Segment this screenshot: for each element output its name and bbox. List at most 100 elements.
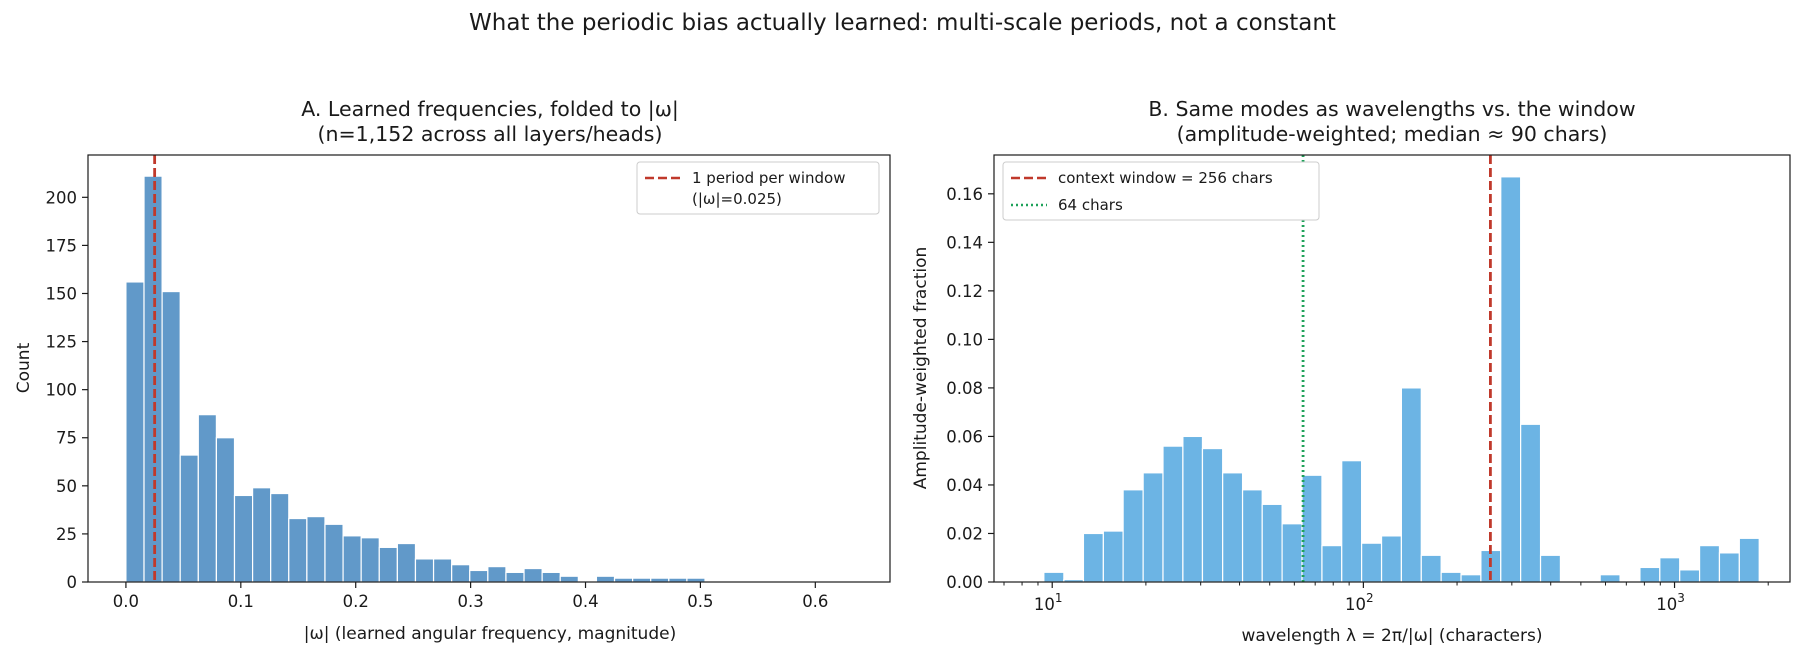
panel-b-ytick-label: 0.04 <box>946 476 983 495</box>
panel-b-bar <box>1420 554 1442 583</box>
panel-a-bar <box>324 523 344 583</box>
panel-b-bar <box>1400 387 1422 583</box>
panel-a-ylabel: Count <box>14 342 34 393</box>
panel-b-bar <box>1241 489 1263 583</box>
panel-a-bar <box>523 567 543 583</box>
panel-a-xtick-label: 0.6 <box>802 592 828 611</box>
panel-a-bar <box>143 175 163 583</box>
panel-b-bar <box>1679 569 1701 583</box>
panel-b-bar <box>1281 523 1303 583</box>
panel-b-ylabel: Amplitude-weighted fraction <box>911 247 931 490</box>
panel-b-legend-label-window: context window = 256 chars <box>1058 169 1273 187</box>
panel-b-ytick-label: 0.06 <box>946 427 983 446</box>
panel-a-bar <box>179 454 199 583</box>
panel-b-bar <box>1361 542 1383 583</box>
panel-b-xtick-label: 103 <box>1656 591 1685 614</box>
panel-a-ytick-label: 200 <box>46 188 78 207</box>
panel-b-bar <box>1380 535 1403 583</box>
panel-a-ytick-label: 100 <box>46 381 78 400</box>
panel-b-bar <box>1182 435 1204 583</box>
panel-b-subtitle: (amplitude-weighted; median ≈ 90 chars) <box>1177 122 1608 146</box>
panel-b-bar <box>1659 557 1681 583</box>
panel-b-xlabel: wavelength λ = 2π/|ω| (characters) <box>1242 626 1543 646</box>
panel-a-subtitle: (n=1,152 across all layers/heads) <box>318 122 663 146</box>
panel-a-bar <box>451 564 471 583</box>
panel-b-bar <box>1539 554 1562 583</box>
panel-a-xlabel: |ω| (learned angular frequency, magnitud… <box>304 624 676 644</box>
panel-a-frame <box>87 154 891 583</box>
panel-b-ytick-label: 0.16 <box>946 185 983 204</box>
panel-a-bar <box>360 537 380 583</box>
panel-b-axes: 101 102 103 0.00 0.02 0.04 0.06 0.08 0.10 0.12 0.1… <box>946 154 1791 614</box>
panel-a: A. Learned frequencies, folded to |ω| (n… <box>14 97 891 644</box>
panel-a-bar <box>251 487 272 583</box>
panel-b-bar <box>1520 423 1542 583</box>
panel-a-axes: 0.0 0.1 0.2 0.3 0.4 0.5 0.6 0 25 50 75 100 125 150 175… <box>46 154 891 611</box>
panel-b-bar <box>1738 537 1760 583</box>
panel-a-xtick-label: 0.2 <box>343 592 369 611</box>
panel-b-bar <box>1639 566 1661 583</box>
panel-a-xtick-label: 0.3 <box>457 592 483 611</box>
panel-b-xtick-label: 101 <box>1034 591 1063 614</box>
panel-b-ytick-label: 0.12 <box>946 282 983 301</box>
panel-b-bar <box>1142 472 1164 583</box>
panel-b-ytick-label: 0.02 <box>946 524 983 543</box>
panel-b-bar <box>1460 574 1482 583</box>
panel-a-ytick-label: 75 <box>56 429 77 448</box>
panel-b-bars <box>1043 176 1760 583</box>
panel-b-bar <box>1261 503 1283 583</box>
panel-b-bar <box>1162 445 1184 583</box>
panel-b-bar <box>1082 532 1104 583</box>
panel-b-bar <box>1301 474 1323 583</box>
panel-b-bar <box>1043 571 1065 583</box>
panel-a-legend-box <box>636 161 880 215</box>
panel-a-bar <box>559 575 579 583</box>
panel-b-bar <box>1440 571 1462 583</box>
panel-a-bar <box>197 414 218 583</box>
panel-b-bar <box>1341 460 1363 583</box>
panel-a-xtick-label: 0.5 <box>687 592 713 611</box>
panel-a-bar <box>233 494 254 583</box>
panel-a-legend: 1 period per window (|ω|=0.025) <box>636 161 880 215</box>
panel-b-bar <box>1599 574 1621 583</box>
panel-b-bar <box>1122 489 1144 583</box>
panel-a-ytick-label: 50 <box>56 477 77 496</box>
panel-b: B. Same modes as wavelengths vs. the win… <box>911 97 1791 646</box>
panel-b-ytick-label: 0.08 <box>946 379 983 398</box>
panel-b-legend: context window = 256 chars 64 chars <box>1002 161 1320 221</box>
panel-a-bar <box>469 569 489 583</box>
panel-a-bar <box>306 516 326 583</box>
panel-a-bar <box>342 535 362 583</box>
panel-a-xtick-label: 0.1 <box>228 592 254 611</box>
panel-a-ytick-label: 25 <box>56 525 77 544</box>
panel-b-frame <box>993 154 1791 583</box>
panel-b-bar <box>1102 530 1124 583</box>
panel-a-ytick-label: 0 <box>67 573 78 592</box>
panel-a-ytick-label: 150 <box>46 284 78 303</box>
panel-a-legend-label-line2: (|ω|=0.025) <box>692 190 782 208</box>
panel-b-bar <box>1222 472 1244 583</box>
panel-b-bar <box>1201 447 1224 583</box>
panel-a-xtick-label: 0.0 <box>113 592 139 611</box>
panel-a-bar <box>161 290 181 583</box>
panel-b-ytick-label: 0.10 <box>946 330 983 349</box>
panel-a-bar <box>270 492 290 583</box>
panel-a-ytick-label: 175 <box>46 236 78 255</box>
panel-a-title: A. Learned frequencies, folded to |ω| <box>301 97 679 122</box>
panel-b-ytick-label: 0.14 <box>946 233 983 252</box>
panel-a-bar <box>505 571 525 583</box>
panel-b-reference-lines <box>1301 155 1492 582</box>
panel-a-bar <box>414 558 435 583</box>
panel-b-legend-label-64: 64 chars <box>1058 196 1123 214</box>
panel-a-bar <box>487 566 507 583</box>
panel-b-title: B. Same modes as wavelengths vs. the win… <box>1148 97 1635 121</box>
panel-a-bar <box>595 575 616 583</box>
panel-b-bar <box>1321 545 1343 583</box>
panel-b-bar <box>1718 552 1740 583</box>
panel-b-ytick-label: 0.00 <box>946 573 983 592</box>
panel-a-bar <box>378 546 398 583</box>
panel-a-bar <box>541 571 561 583</box>
panel-b-bar <box>1500 176 1522 583</box>
